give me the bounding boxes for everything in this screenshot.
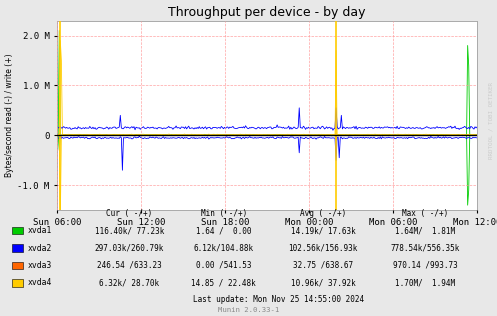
Text: 14.19k/ 17.63k: 14.19k/ 17.63k	[291, 226, 355, 235]
Text: 6.12k/104.88k: 6.12k/104.88k	[194, 244, 253, 252]
Y-axis label: Bytes/second read (-) / write (+): Bytes/second read (-) / write (+)	[5, 53, 14, 177]
Text: 1.64 /  0.00: 1.64 / 0.00	[196, 226, 251, 235]
Title: Throughput per device - by day: Throughput per device - by day	[168, 6, 366, 19]
Text: RRDTOOL / TOBI OETIKER: RRDTOOL / TOBI OETIKER	[488, 82, 493, 159]
Text: Munin 2.0.33-1: Munin 2.0.33-1	[218, 307, 279, 313]
Text: Avg ( -/+): Avg ( -/+)	[300, 210, 346, 218]
Text: 970.14 /993.73: 970.14 /993.73	[393, 261, 457, 270]
Text: xvda3: xvda3	[27, 261, 52, 270]
Text: 14.85 / 22.48k: 14.85 / 22.48k	[191, 278, 256, 287]
Text: 102.56k/156.93k: 102.56k/156.93k	[288, 244, 358, 252]
Text: Last update: Mon Nov 25 14:55:00 2024: Last update: Mon Nov 25 14:55:00 2024	[193, 295, 364, 304]
Text: 6.32k/ 28.70k: 6.32k/ 28.70k	[99, 278, 159, 287]
Text: 246.54 /633.23: 246.54 /633.23	[97, 261, 162, 270]
Text: Max ( -/+): Max ( -/+)	[402, 210, 448, 218]
Text: 1.64M/  1.81M: 1.64M/ 1.81M	[395, 226, 455, 235]
Text: xvda1: xvda1	[27, 226, 52, 235]
Text: Min ( -/+): Min ( -/+)	[200, 210, 247, 218]
Text: 1.70M/  1.94M: 1.70M/ 1.94M	[395, 278, 455, 287]
Text: 297.03k/260.79k: 297.03k/260.79k	[94, 244, 164, 252]
Text: 32.75 /638.67: 32.75 /638.67	[293, 261, 353, 270]
Text: 778.54k/556.35k: 778.54k/556.35k	[390, 244, 460, 252]
Text: 116.40k/ 77.23k: 116.40k/ 77.23k	[94, 226, 164, 235]
Text: xvda4: xvda4	[27, 278, 52, 287]
Text: xvda2: xvda2	[27, 244, 52, 252]
Text: Cur ( -/+): Cur ( -/+)	[106, 210, 153, 218]
Text: 10.96k/ 37.92k: 10.96k/ 37.92k	[291, 278, 355, 287]
Text: 0.00 /541.53: 0.00 /541.53	[196, 261, 251, 270]
